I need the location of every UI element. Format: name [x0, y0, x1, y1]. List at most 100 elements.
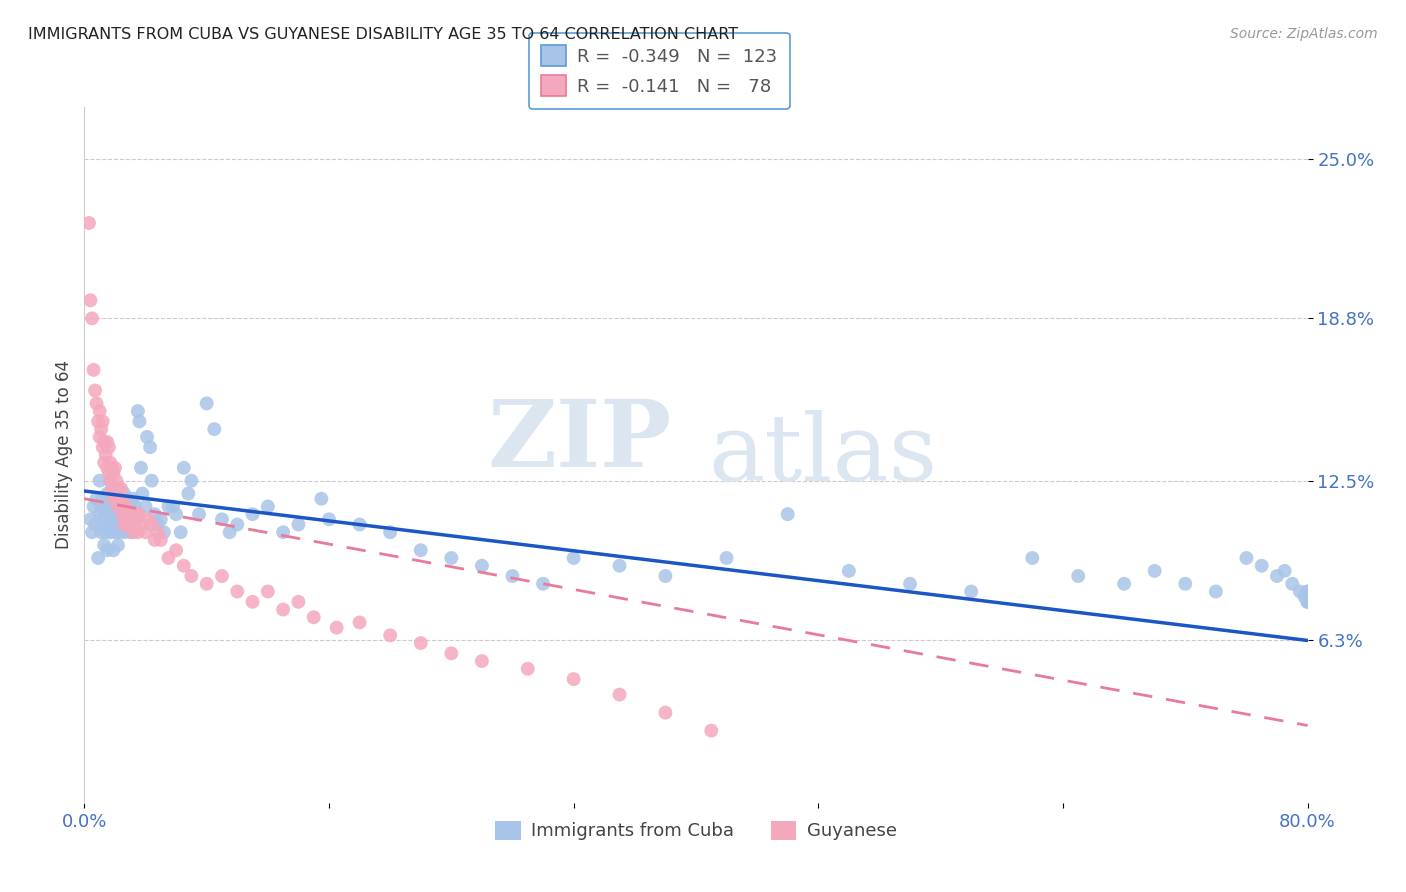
Point	[101, 491, 124, 506]
Point	[562, 672, 585, 686]
Legend: Immigrants from Cuba, Guyanese: Immigrants from Cuba, Guyanese	[486, 812, 905, 849]
Point	[111, 491, 134, 506]
Point	[110, 482, 132, 496]
Point	[173, 460, 195, 475]
Point	[98, 456, 121, 470]
Point	[120, 517, 142, 532]
Point	[97, 500, 120, 514]
Point	[108, 491, 131, 506]
Point	[562, 551, 585, 566]
Point	[96, 512, 118, 526]
Point	[107, 482, 129, 496]
Point	[1296, 595, 1319, 609]
Point	[107, 491, 129, 506]
Point	[440, 551, 463, 566]
Point	[654, 569, 676, 583]
Point	[162, 500, 184, 514]
Point	[149, 512, 172, 526]
Point	[1296, 590, 1319, 604]
Point	[1296, 590, 1319, 604]
Point	[128, 507, 150, 521]
Point	[226, 584, 249, 599]
Point	[136, 430, 159, 444]
Point	[177, 486, 200, 500]
Point	[609, 688, 631, 702]
Point	[108, 525, 131, 540]
Point	[87, 414, 110, 428]
Point	[80, 311, 103, 326]
Point	[271, 525, 294, 540]
Point	[131, 486, 153, 500]
Point	[440, 646, 463, 660]
Point	[471, 558, 494, 573]
Point	[1296, 590, 1319, 604]
Point	[91, 491, 114, 506]
Point	[1205, 584, 1227, 599]
Point	[138, 512, 160, 526]
Point	[98, 525, 121, 540]
Point	[127, 404, 149, 418]
Point	[111, 500, 134, 514]
Point	[101, 482, 124, 496]
Point	[107, 500, 129, 514]
Point	[1021, 551, 1043, 566]
Point	[103, 543, 125, 558]
Point	[1296, 590, 1319, 604]
Point	[1174, 576, 1197, 591]
Point	[122, 491, 145, 506]
Point	[173, 558, 195, 573]
Point	[170, 525, 193, 540]
Point	[110, 500, 132, 514]
Point	[103, 512, 125, 526]
Point	[120, 500, 142, 514]
Point	[89, 404, 111, 418]
Point	[1296, 595, 1319, 609]
Point	[115, 491, 138, 506]
Point	[141, 474, 163, 488]
Point	[1296, 590, 1319, 604]
Point	[91, 440, 114, 454]
Point	[93, 435, 115, 450]
Point	[180, 569, 202, 583]
Point	[91, 414, 114, 428]
Point	[141, 517, 163, 532]
Point	[1289, 584, 1312, 599]
Point	[97, 440, 120, 454]
Point	[108, 500, 131, 514]
Point	[97, 466, 120, 480]
Point	[94, 525, 117, 540]
Point	[716, 551, 738, 566]
Point	[380, 628, 402, 642]
Point	[112, 517, 135, 532]
Point	[114, 500, 136, 514]
Point	[502, 569, 524, 583]
Point	[1274, 564, 1296, 578]
Point	[226, 517, 249, 532]
Point	[609, 558, 631, 573]
Point	[112, 486, 135, 500]
Point	[90, 525, 112, 540]
Point	[257, 500, 280, 514]
Point	[898, 576, 921, 591]
Point	[165, 543, 187, 558]
Point	[409, 543, 432, 558]
Point	[105, 517, 128, 532]
Point	[1265, 569, 1288, 583]
Point	[838, 564, 860, 578]
Point	[242, 507, 264, 521]
Point	[1296, 595, 1319, 609]
Point	[139, 440, 162, 454]
Point	[257, 584, 280, 599]
Point	[104, 500, 127, 514]
Point	[211, 569, 233, 583]
Point	[1296, 590, 1319, 604]
Point	[143, 533, 166, 547]
Point	[90, 500, 112, 514]
Point	[124, 517, 146, 532]
Point	[103, 466, 125, 480]
Point	[96, 486, 118, 500]
Text: IMMIGRANTS FROM CUBA VS GUYANESE DISABILITY AGE 35 TO 64 CORRELATION CHART: IMMIGRANTS FROM CUBA VS GUYANESE DISABIL…	[28, 27, 738, 42]
Text: Source: ZipAtlas.com: Source: ZipAtlas.com	[1230, 27, 1378, 41]
Point	[271, 602, 294, 616]
Point	[120, 525, 142, 540]
